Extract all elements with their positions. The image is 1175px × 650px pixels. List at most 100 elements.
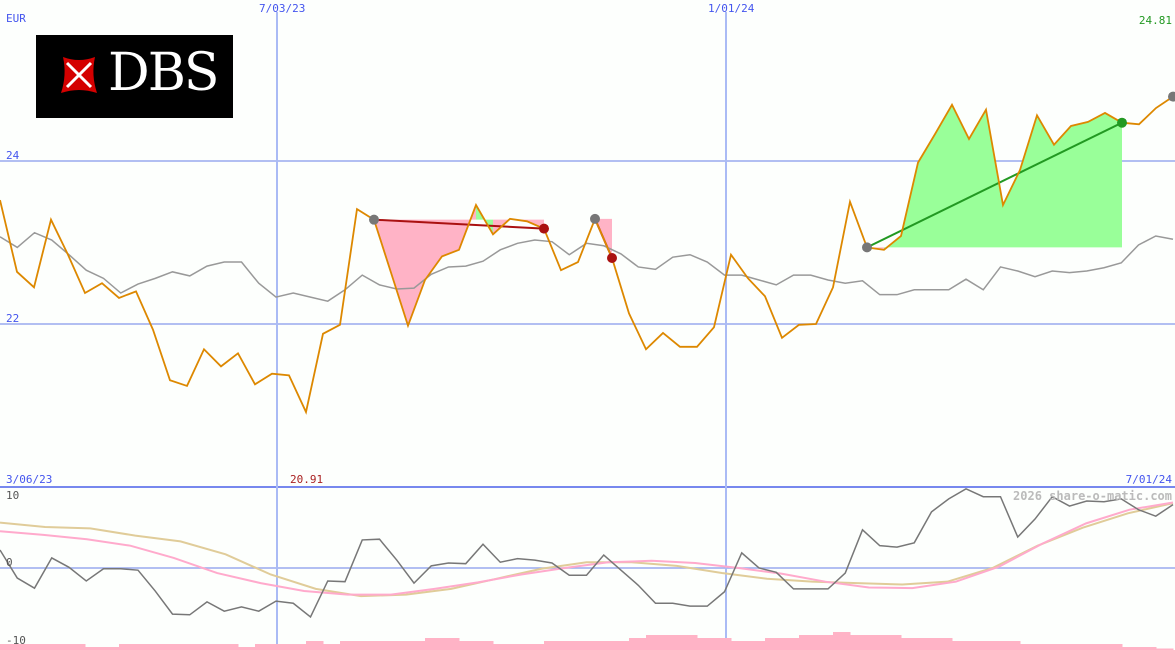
volume-bar <box>782 638 800 650</box>
volume-bar <box>323 644 341 650</box>
volume-bar <box>85 647 103 650</box>
trade-fill <box>391 219 408 326</box>
volume-bar <box>544 641 562 650</box>
exit-marker <box>607 252 617 263</box>
volume-bar <box>1156 648 1174 650</box>
trade-fill <box>442 219 459 257</box>
entry-marker <box>369 214 379 225</box>
volume-bar <box>1003 641 1021 650</box>
volume-bar <box>1020 644 1038 650</box>
volume-bars <box>0 632 1174 650</box>
volume-bar <box>561 641 579 650</box>
entry-marker <box>862 242 872 253</box>
osc-tick-label: 0 <box>6 556 13 569</box>
entry-marker <box>1168 91 1175 102</box>
volume-bar <box>595 641 613 650</box>
trade-fill <box>952 104 969 248</box>
volume-bar <box>578 641 596 650</box>
volume-bar <box>17 644 35 650</box>
volume-bar <box>1088 644 1106 650</box>
volume-bar <box>527 644 545 650</box>
volume-bar <box>867 635 885 650</box>
volume-bar <box>238 647 256 650</box>
trade-fills <box>373 104 1123 326</box>
trade-fill <box>1054 125 1071 248</box>
volume-bar <box>68 644 86 650</box>
volume-bar <box>289 644 307 650</box>
trade-fill <box>1071 121 1088 248</box>
volume-bar <box>425 638 443 650</box>
volume-bar <box>374 641 392 650</box>
volume-bar <box>663 635 681 650</box>
trade-fill <box>1003 169 1020 248</box>
volume-bar <box>204 644 222 650</box>
volume-bar <box>952 641 970 650</box>
volume-bar <box>935 638 953 650</box>
trade-line <box>866 121 1123 249</box>
volume-bar <box>34 644 52 650</box>
volume-bar <box>119 644 137 650</box>
dbs-star-icon <box>61 57 97 93</box>
volume-bar <box>969 641 987 650</box>
trade-fill <box>1037 115 1054 248</box>
trade-fill <box>1020 115 1037 248</box>
volume-bar <box>272 644 290 650</box>
volume-bar <box>510 644 528 650</box>
x-tick-label: 1/01/24 <box>708 2 755 15</box>
y-tick-label: 24 <box>6 149 20 162</box>
range-start-label: 3/06/23 <box>6 473 53 486</box>
osc-tick-label: -10 <box>6 634 26 647</box>
exit-marker <box>1117 117 1127 128</box>
volume-bar <box>697 638 715 650</box>
volume-bar <box>136 644 154 650</box>
trade-fill <box>986 109 1003 248</box>
volume-bar <box>901 638 919 650</box>
volume-bar <box>799 635 817 650</box>
volume-bar <box>833 632 851 650</box>
volume-bar <box>816 635 834 650</box>
volume-bar <box>459 641 477 650</box>
volume-bar <box>1105 644 1123 650</box>
volume-bar <box>476 641 494 650</box>
volume-bar <box>714 638 732 650</box>
osc-pink-line <box>0 501 1174 596</box>
volume-bar <box>918 638 936 650</box>
trade-fill <box>1088 112 1105 248</box>
volume-bar <box>884 635 902 650</box>
volume-bar <box>340 641 358 650</box>
volume-bar <box>850 635 868 650</box>
volume-bar <box>408 641 426 650</box>
osc-tan-line <box>0 502 1174 598</box>
price-line <box>0 95 1174 415</box>
trade-line <box>373 218 545 230</box>
trade-markers <box>369 91 1175 263</box>
volume-bar <box>765 638 783 650</box>
series-lines <box>0 95 1174 619</box>
volume-bar <box>221 644 239 650</box>
volume-bar <box>1037 644 1055 650</box>
trade-fill <box>918 134 935 248</box>
volume-bar <box>51 644 69 650</box>
volume-bar <box>1139 647 1157 650</box>
volume-bar <box>255 644 273 650</box>
volume-bar <box>748 641 766 650</box>
volume-bar <box>629 638 647 650</box>
x-tick-label: 7/03/23 <box>259 2 306 15</box>
trade-fill <box>935 104 952 248</box>
volume-bar <box>1054 644 1072 650</box>
volume-bar <box>612 641 630 650</box>
osc-tick-label: 10 <box>6 489 20 502</box>
volume-bar <box>170 644 188 650</box>
exit-marker <box>539 223 549 234</box>
trade-fill <box>1105 112 1122 248</box>
logo-text: DBS <box>108 43 220 103</box>
volume-bar <box>1122 647 1140 650</box>
volume-bar <box>0 644 18 650</box>
max-label: 24.81 <box>1138 14 1172 27</box>
volume-bar <box>357 641 375 650</box>
volume-bar <box>442 638 460 650</box>
entry-marker <box>590 213 600 224</box>
volume-bar <box>153 644 171 650</box>
range-end-label: 7/01/24 <box>1125 473 1172 486</box>
